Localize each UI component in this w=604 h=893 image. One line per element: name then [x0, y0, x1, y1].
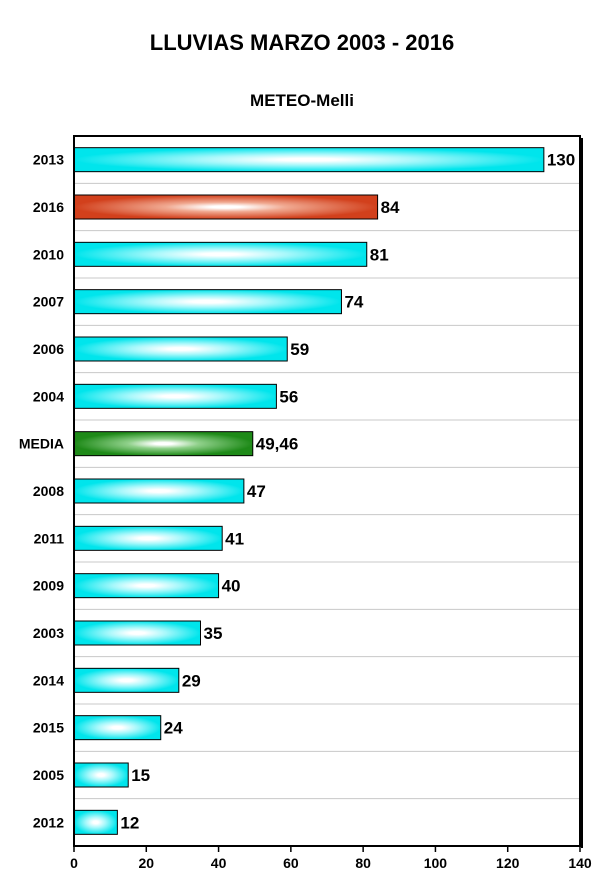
x-tick-label: 0 — [70, 855, 78, 871]
value-label: 12 — [120, 813, 139, 832]
category-label: 2007 — [33, 294, 64, 310]
category-label: 2010 — [33, 246, 64, 262]
bar-2004 — [73, 383, 277, 409]
bar-2006 — [73, 336, 288, 362]
bar-2014 — [73, 667, 180, 693]
category-label: 2012 — [33, 814, 64, 830]
value-label: 49,46 — [256, 435, 299, 454]
value-label: 84 — [381, 198, 400, 217]
category-label: 2011 — [34, 530, 65, 546]
bar-2007 — [73, 289, 342, 315]
x-tick-label: 20 — [138, 855, 154, 871]
x-tick-label: 120 — [496, 855, 520, 871]
value-label: 56 — [279, 387, 298, 406]
category-label: 2016 — [33, 199, 64, 215]
x-tick-label: 100 — [424, 855, 448, 871]
x-tick-label: 140 — [568, 855, 592, 871]
bar-media — [73, 431, 254, 457]
value-label: 15 — [131, 766, 150, 785]
chart-title: LLUVIAS MARZO 2003 - 2016 — [149, 30, 455, 55]
category-label: 2014 — [33, 672, 64, 688]
category-label: 2009 — [33, 578, 64, 594]
plot-frame — [73, 135, 581, 847]
value-label: 59 — [290, 340, 309, 359]
bar-2013 — [73, 147, 545, 173]
category-label: 2015 — [33, 720, 64, 736]
value-label: 35 — [204, 624, 223, 643]
value-label: 29 — [182, 671, 201, 690]
bar-2010 — [73, 241, 368, 267]
category-label: 2005 — [33, 767, 64, 783]
bar-2012 — [73, 809, 118, 835]
bar-2016 — [73, 194, 379, 220]
value-label: 81 — [370, 245, 389, 264]
value-label: 41 — [225, 529, 244, 548]
category-label: 2004 — [33, 388, 64, 404]
value-label: 24 — [164, 719, 183, 738]
bar-2009 — [73, 573, 220, 599]
x-tick-label: 40 — [211, 855, 227, 871]
bar-2005 — [73, 762, 129, 788]
category-label: 2003 — [33, 625, 64, 641]
x-tick-label: 80 — [355, 855, 371, 871]
category-label: 2013 — [33, 152, 64, 168]
value-label: 47 — [247, 482, 266, 501]
value-label: 40 — [222, 577, 241, 596]
chart-subtitle: METEO-Melli — [250, 91, 354, 110]
value-label: 130 — [547, 151, 575, 170]
category-label: 2008 — [33, 483, 64, 499]
bar-2015 — [73, 715, 162, 741]
bar-2003 — [73, 620, 201, 646]
x-tick-label: 60 — [283, 855, 299, 871]
bar-2008 — [73, 478, 245, 504]
category-label: 2006 — [33, 341, 64, 357]
value-label: 74 — [344, 293, 363, 312]
bar-2011 — [73, 525, 223, 551]
category-label: MEDIA — [19, 436, 64, 452]
